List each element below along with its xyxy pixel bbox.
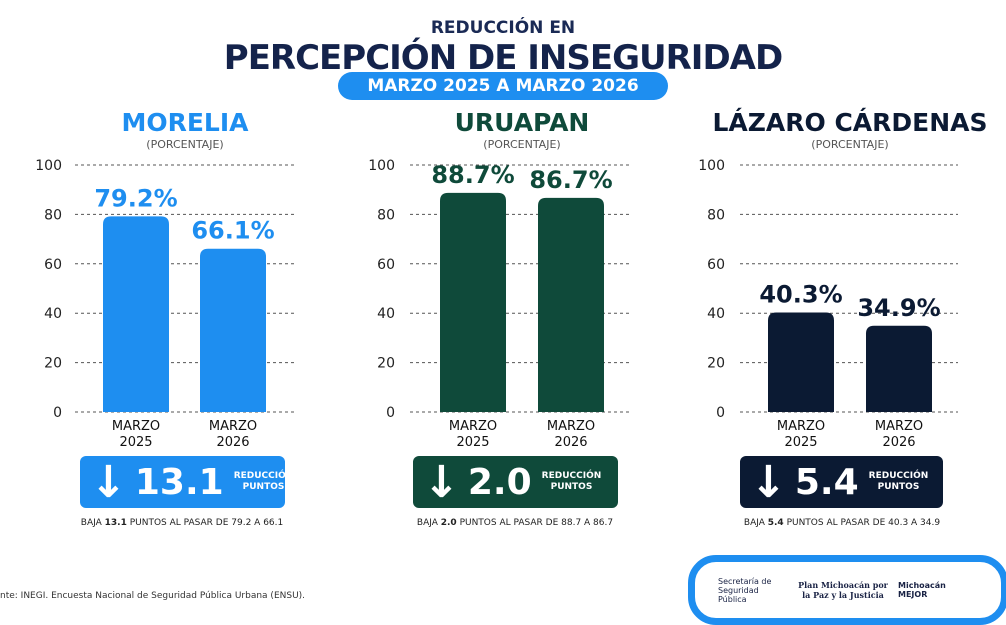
reduction-label: REDUCCIÓN PUNTOS [869, 471, 929, 493]
x-tick-label: MARZO [112, 419, 160, 434]
chart-title: URUAPAN [454, 108, 590, 137]
y-tick-label: 80 [44, 207, 62, 223]
reduction-box: ↓ 5.4 REDUCCIÓN PUNTOS [740, 456, 943, 508]
note-text: BAJA [416, 518, 441, 528]
x-tick-label: MARZO [777, 419, 825, 434]
x-tick-label: 2026 [882, 435, 915, 450]
x-tick-label: 2025 [119, 435, 152, 450]
note-text: PUNTOS AL PASAR DE 40.3 A 34.9 [783, 518, 941, 528]
data-label: 86.7% [529, 166, 612, 194]
reduction-value: 13.1 [134, 461, 224, 503]
y-tick-label: 100 [698, 158, 725, 174]
y-tick-label: 80 [707, 207, 725, 223]
arrow-down-icon: ↓ [750, 456, 787, 508]
bar [103, 216, 169, 412]
y-tick-label: 40 [44, 306, 62, 322]
subtitle: REDUCCIÓN EN [430, 18, 576, 38]
y-tick-label: 60 [377, 257, 395, 273]
chart-subtitle: (PORCENTAJE) [483, 138, 561, 151]
y-tick-label: 100 [368, 158, 395, 174]
x-tick-label: MARZO [547, 419, 595, 434]
reduction-note: BAJA 2.0 PUNTOS AL PASAR DE 88.7 A 86.7 [395, 518, 635, 528]
logo-michoacan-mejor: Michoacán MEJOR [898, 581, 946, 599]
y-tick-label: 20 [707, 356, 725, 372]
data-label: 66.1% [191, 217, 274, 245]
logos-panel: Secretaría de Seguridad Pública Plan Mic… [688, 555, 1006, 625]
data-label: 79.2% [94, 184, 177, 212]
y-tick-label: 40 [707, 306, 725, 322]
arrow-down-icon: ↓ [90, 456, 127, 508]
reduction-label-line: REDUCCIÓN [541, 471, 602, 481]
bar [866, 325, 932, 412]
note-text: PUNTOS AL PASAR DE 79.2 A 66.1 [126, 518, 284, 528]
y-tick-label: 100 [35, 158, 62, 174]
reduction-value: 5.4 [794, 461, 859, 503]
reduction-label: REDUCCIÓN PUNTOS [542, 471, 602, 493]
chart-title: LÁZARO CÁRDENAS [712, 108, 988, 137]
x-tick-label: MARZO [449, 419, 497, 434]
y-tick-label: 20 [377, 356, 395, 372]
data-label: 40.3% [759, 280, 842, 308]
bar [200, 248, 266, 412]
source-note: nte: INEGI. Encuesta Nacional de Segurid… [0, 591, 306, 601]
x-tick-label: MARZO [875, 419, 923, 434]
data-label: 88.7% [431, 161, 514, 189]
reduction-box: ↓ 2.0 REDUCCIÓN PUNTOS [413, 456, 618, 508]
note-bold: 13.1 [104, 518, 127, 528]
chart-subtitle: (PORCENTAJE) [811, 138, 889, 151]
period-badge: MARZO 2025 A MARZO 2026 [338, 72, 668, 100]
bar [538, 197, 604, 412]
y-tick-label: 0 [716, 405, 725, 421]
logo-secretaria: Secretaría de Seguridad Pública [718, 576, 772, 604]
bar [440, 192, 506, 412]
chart-subtitle: (PORCENTAJE) [146, 138, 224, 151]
reduction-label-line: REDUCCIÓN [868, 471, 929, 481]
note-text: BAJA [80, 518, 105, 528]
y-tick-label: 0 [53, 405, 62, 421]
y-tick-label: 80 [377, 207, 395, 223]
y-tick-label: 60 [707, 257, 725, 273]
reduction-note: BAJA 5.4 PUNTOS AL PASAR DE 40.3 A 34.9 [722, 518, 962, 528]
reduction-box: ↓ 13.1 REDUCCIÓN PUNTOS [80, 456, 293, 508]
reduction-label: REDUCCIÓN PUNTOS [234, 471, 294, 493]
reduction-label-line: REDUCCIÓN [233, 471, 294, 481]
x-tick-label: 2026 [216, 435, 249, 450]
reduction-label-line: PUNTOS [550, 482, 593, 492]
y-tick-label: 60 [44, 257, 62, 273]
x-tick-label: 2025 [456, 435, 489, 450]
y-tick-label: 20 [44, 356, 62, 372]
y-tick-label: 0 [386, 405, 395, 421]
note-bold: 2.0 [440, 518, 457, 528]
arrow-down-icon: ↓ [423, 456, 460, 508]
data-label: 34.9% [857, 294, 940, 322]
page-title: PERCEPCIÓN DE INSEGURIDAD [223, 38, 783, 78]
note-text: PUNTOS AL PASAR DE 88.7 A 86.7 [456, 518, 614, 528]
note-text: BAJA [743, 518, 768, 528]
y-tick-label: 40 [377, 306, 395, 322]
reduction-note: BAJA 13.1 PUNTOS AL PASAR DE 79.2 A 66.1 [62, 518, 302, 528]
reduction-value: 2.0 [467, 461, 532, 503]
x-tick-label: 2026 [554, 435, 587, 450]
reduction-label-line: PUNTOS [877, 482, 920, 492]
chart-title: MORELIA [121, 108, 249, 137]
reduction-label-line: PUNTOS [242, 482, 285, 492]
logo-plan-michoacan: Plan Michoacán por la Paz y la Justicia [798, 580, 888, 600]
x-tick-label: 2025 [784, 435, 817, 450]
note-bold: 5.4 [767, 518, 784, 528]
bar [768, 312, 834, 412]
x-tick-label: MARZO [209, 419, 257, 434]
